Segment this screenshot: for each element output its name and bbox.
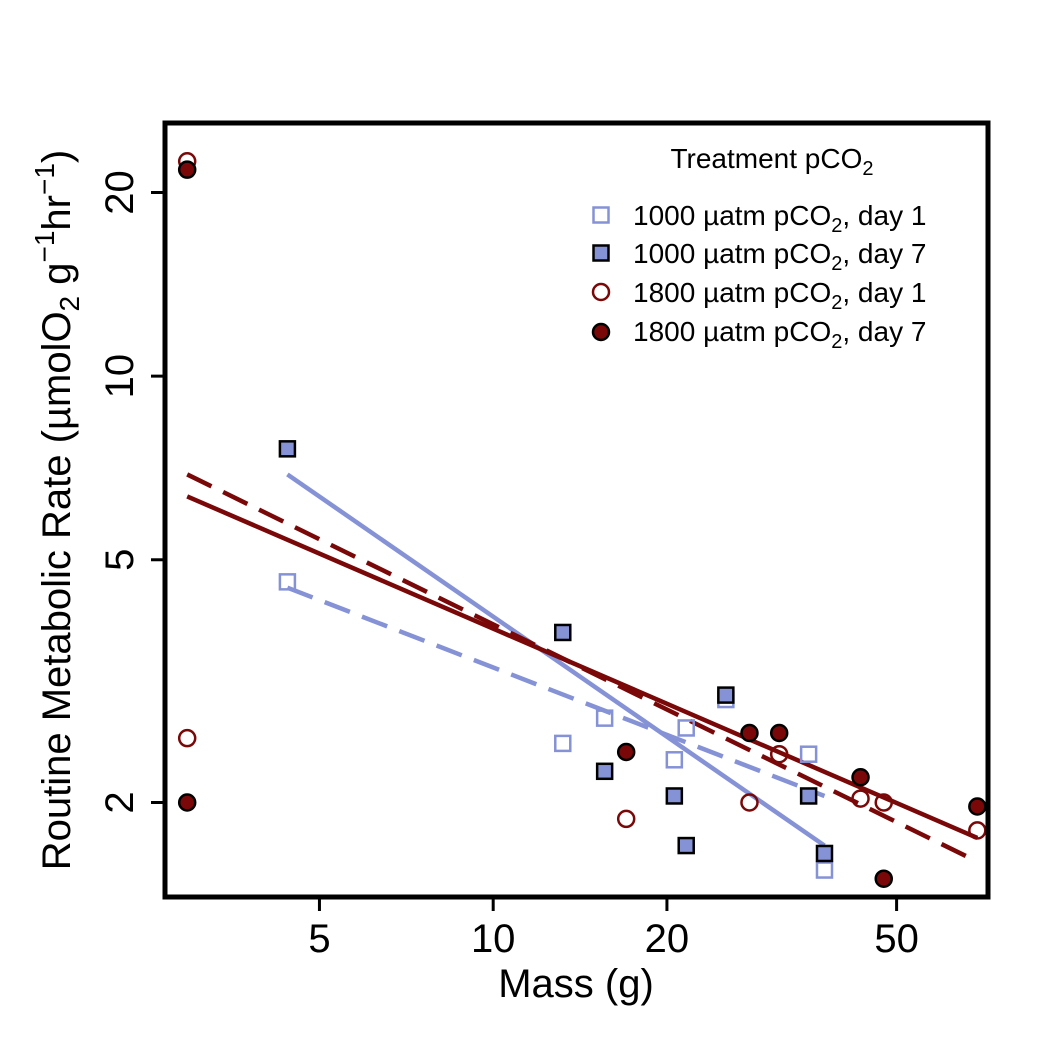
y-tick-label: 2 [98,791,142,813]
legend: Treatment pCO2 1000 µatm pCO2, day 1 100… [591,143,926,353]
point-series-3-4 [740,793,759,812]
x-axis-title: Mass (g) [498,962,654,1006]
axes: 5 10 20 50 2 5 10 20 [98,170,919,961]
fit-line-series-1 [286,585,826,799]
legend-marker-1 [592,206,610,224]
legend-marker-2 [592,244,610,262]
point-series-3-5 [769,744,789,764]
point-series-4-7 [874,869,893,888]
legend-entry-1: 1000 µatm pCO2, day 1 [633,200,926,237]
regression-lines [186,472,979,864]
y-tick-label: 10 [98,354,142,399]
legend-marker-3 [591,282,611,302]
legend-entry-3: 1800 µatm pCO2, day 1 [633,277,926,314]
point-series-3-7 [874,793,893,812]
x-tick-label: 20 [645,917,690,961]
point-series-4-1 [177,160,197,179]
legend-title: Treatment pCO2 [670,143,873,180]
point-series-1-5 [677,719,695,737]
legend-entry-4: 1800 µatm pCO2, day 7 [633,316,926,353]
point-series-4-5 [769,723,789,743]
point-series-4-3 [616,742,636,762]
point-series-1-4 [665,751,684,769]
point-series-2-4 [665,787,684,805]
point-series-3-8 [968,821,987,840]
legend-entry-2: 1000 µatm pCO2, day 7 [633,238,926,275]
point-series-4-2 [177,793,197,812]
plot-frame [162,120,991,900]
point-series-2-3 [595,762,614,781]
point-series-3-6 [851,789,870,808]
point-series-3-3 [616,809,636,829]
point-series-1-7 [799,745,818,763]
fit-line-series-4 [186,494,979,840]
point-series-1-3 [595,709,614,727]
y-tick-label: 5 [98,549,142,571]
point-series-1-8 [815,861,834,879]
point-series-2-2 [554,623,572,642]
point-series-4-8 [968,797,987,816]
point-series-3-2 [177,728,197,748]
legend-marker-4 [591,322,611,342]
fit-line-series-3 [186,472,979,864]
y-axis-title: Routine Metabolic Rate (µmolO2 g−1hr−1) [29,150,85,871]
point-series-2-7 [799,787,818,805]
point-series-4-6 [851,768,870,787]
y-tick-label: 20 [98,170,142,215]
point-series-2-6 [717,686,735,704]
point-series-1-1 [278,573,297,591]
point-series-2-8 [815,844,834,863]
legend-markers [591,206,611,342]
x-tick-label: 10 [471,917,516,961]
fit-line-series-2 [286,472,826,848]
data-points [177,152,987,888]
x-tick-label: 50 [874,917,919,961]
point-series-2-1 [278,440,297,458]
point-series-2-5 [677,836,695,855]
point-series-4-4 [740,723,759,743]
point-series-1-2 [554,734,572,753]
x-tick-label: 5 [308,917,330,961]
